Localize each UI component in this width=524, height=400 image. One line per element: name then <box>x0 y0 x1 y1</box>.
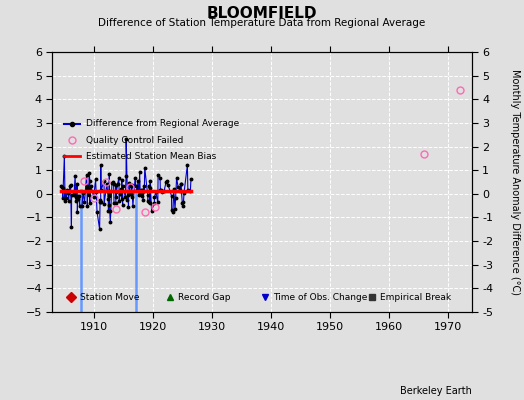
Text: Record Gap: Record Gap <box>178 292 231 302</box>
Y-axis label: Monthly Temperature Anomaly Difference (°C): Monthly Temperature Anomaly Difference (… <box>510 69 520 295</box>
Text: Empirical Break: Empirical Break <box>380 292 451 302</box>
Text: Estimated Station Mean Bias: Estimated Station Mean Bias <box>86 152 216 161</box>
Text: Difference of Station Temperature Data from Regional Average: Difference of Station Temperature Data f… <box>99 18 425 28</box>
Text: Time of Obs. Change: Time of Obs. Change <box>273 292 367 302</box>
Text: Difference from Regional Average: Difference from Regional Average <box>86 119 239 128</box>
Text: Station Move: Station Move <box>80 292 139 302</box>
Text: Quality Control Failed: Quality Control Failed <box>86 136 183 144</box>
Text: Berkeley Earth: Berkeley Earth <box>400 386 472 396</box>
Text: BLOOMFIELD: BLOOMFIELD <box>207 6 317 21</box>
